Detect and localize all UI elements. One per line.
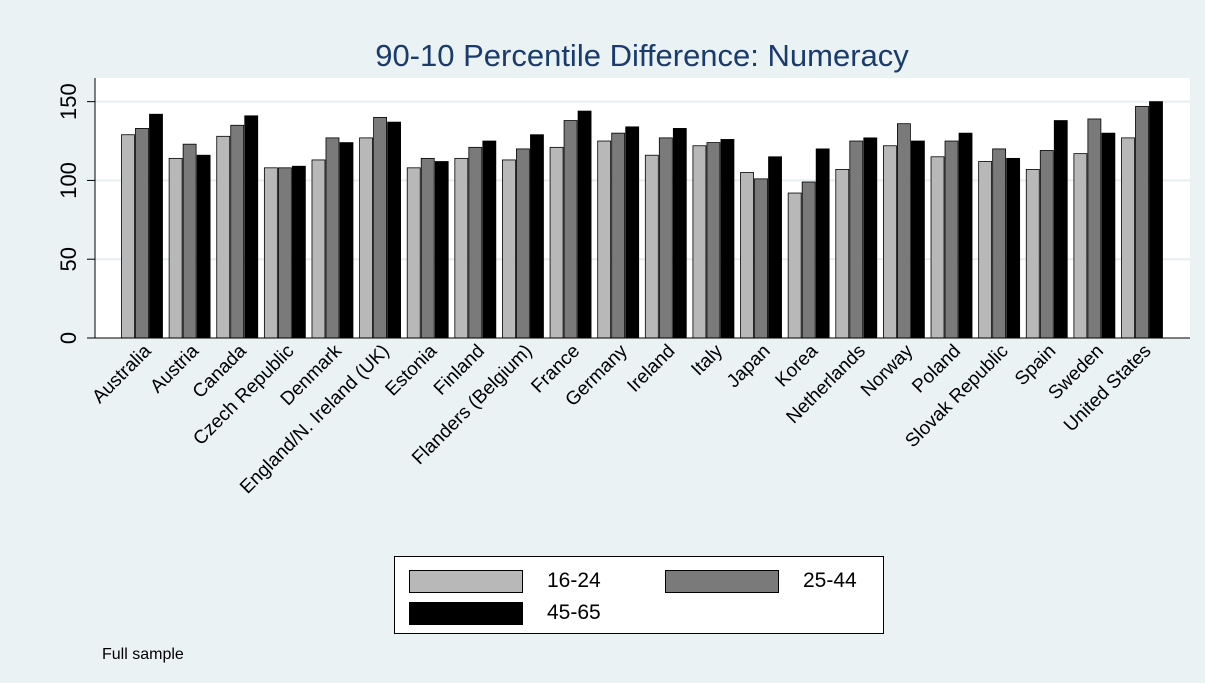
- legend-swatch-45-65: [409, 601, 523, 625]
- bar-16-24: [835, 168, 850, 339]
- bar-45-65: [720, 139, 735, 339]
- bar-25-44: [849, 140, 864, 339]
- bar-25-44: [611, 132, 626, 339]
- bar-45-65: [958, 132, 973, 339]
- bar-16-24: [263, 167, 278, 339]
- bar-16-24: [1073, 153, 1088, 339]
- x-tick-label: Norway: [857, 340, 918, 401]
- bar-45-65: [911, 140, 925, 339]
- legend-label-45-65: 45-65: [547, 601, 601, 624]
- bar-25-44: [325, 137, 340, 339]
- bar-25-44: [563, 120, 578, 339]
- bar-16-24: [692, 145, 707, 339]
- bar-16-24: [597, 140, 612, 339]
- x-tick-label: Estonia: [382, 340, 442, 400]
- bar-16-24: [787, 192, 802, 339]
- bar-16-24: [644, 154, 659, 339]
- bar-16-24: [168, 157, 183, 339]
- bars: [121, 101, 1163, 339]
- x-tick-label: Italy: [687, 340, 727, 380]
- bar-16-24: [311, 159, 326, 339]
- bar-25-44: [706, 142, 721, 339]
- bar-25-44: [182, 143, 197, 339]
- bar-45-65: [768, 156, 782, 339]
- bar-16-24: [121, 134, 135, 339]
- y-tick-label: 50: [56, 247, 81, 271]
- bar-16-24: [1121, 137, 1135, 339]
- legend-swatch-25-44: [665, 569, 779, 593]
- bar-45-65: [434, 161, 449, 339]
- bar-25-44: [992, 148, 1007, 339]
- bar-45-65: [196, 154, 211, 339]
- bar-16-24: [1025, 168, 1040, 339]
- bar-16-24: [549, 146, 564, 339]
- bar-45-65: [863, 137, 878, 339]
- chart-title: 90-10 Percentile Difference: Numeracy: [375, 38, 909, 73]
- y-tick-label: 0: [56, 332, 81, 344]
- bar-16-24: [502, 159, 516, 339]
- y-tick-label: 150: [56, 83, 81, 120]
- bar-16-24: [216, 135, 231, 339]
- bar-45-65: [1006, 157, 1021, 339]
- bar-16-24: [740, 172, 754, 339]
- bar-45-65: [577, 110, 592, 339]
- bar-25-44: [1039, 150, 1054, 339]
- bar-45-65: [815, 148, 830, 339]
- legend-label-16-24: 16-24: [547, 569, 601, 592]
- bar-25-44: [754, 178, 768, 339]
- bar-25-44: [135, 128, 149, 339]
- bar-45-65: [1149, 101, 1163, 339]
- legend-item-45-65: 45-65: [409, 601, 601, 625]
- bar-45-65: [387, 121, 401, 339]
- legend-swatch-16-24: [409, 569, 523, 593]
- x-tick-label: Australia: [88, 340, 155, 407]
- bar-16-24: [930, 156, 945, 339]
- bar-45-65: [149, 113, 163, 339]
- bar-16-24: [883, 145, 897, 339]
- bar-45-65: [339, 142, 354, 339]
- bar-45-65: [244, 115, 259, 339]
- x-tick-label: Japan: [723, 341, 774, 392]
- bar-45-65: [291, 165, 306, 339]
- bar-25-44: [230, 124, 245, 339]
- legend-label-25-44: 25-44: [803, 569, 857, 592]
- bar-25-44: [516, 148, 530, 339]
- bar-45-65: [1101, 132, 1116, 339]
- bar-25-44: [1087, 118, 1102, 339]
- bar-45-65: [530, 134, 544, 339]
- bar-45-65: [1053, 120, 1068, 339]
- x-tick-label: Ireland: [623, 341, 679, 397]
- bar-45-65: [625, 126, 640, 339]
- bar-16-24: [454, 157, 469, 339]
- bar-25-44: [373, 116, 387, 339]
- bar-45-65: [672, 128, 687, 339]
- bar-16-24: [406, 167, 421, 339]
- y-tick-label: 100: [56, 162, 81, 199]
- bar-25-44: [658, 137, 673, 339]
- bar-16-24: [978, 161, 993, 339]
- bar-25-44: [420, 157, 435, 339]
- legend: 16-24 25-44 45-65: [394, 556, 884, 634]
- sample-note: Full sample: [102, 646, 184, 663]
- bar-25-44: [801, 181, 816, 339]
- legend-item-16-24: 16-24: [409, 569, 601, 593]
- legend-item-25-44: 25-44: [665, 569, 857, 593]
- bar-25-44: [1135, 105, 1149, 339]
- bar-16-24: [359, 137, 373, 339]
- y-axis-ticks: 0 50 100 150: [56, 83, 95, 344]
- bar-25-44: [468, 146, 483, 339]
- bar-45-65: [482, 140, 497, 339]
- bar-25-44: [944, 140, 959, 339]
- plot-background: [95, 78, 1190, 338]
- bar-25-44: [277, 167, 292, 339]
- bar-25-44: [897, 123, 911, 339]
